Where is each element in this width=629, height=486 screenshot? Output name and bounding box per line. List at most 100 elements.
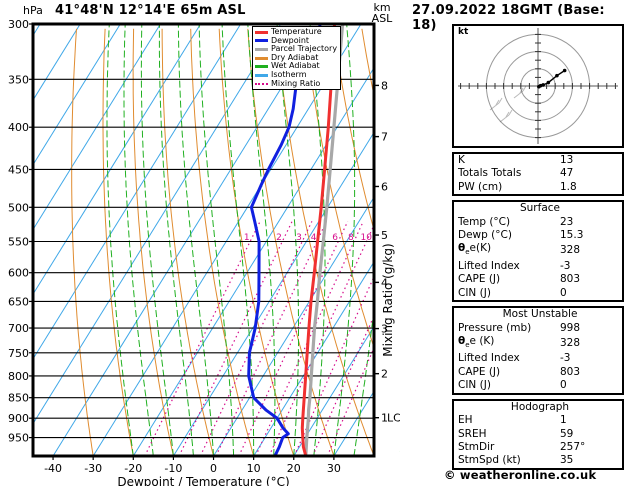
legend-swatch-dry-adiabat-icon <box>255 56 268 60</box>
hodograph-barb-marker <box>489 97 503 111</box>
pressure-tick-label: 700 <box>8 322 29 335</box>
mixing-ratio-label: 6 <box>332 233 338 243</box>
pressure-tick-label: 900 <box>8 412 29 425</box>
row-value: 1.8 <box>560 180 577 193</box>
most-unstable-row: CIN (J) 0 <box>454 379 622 392</box>
row-label: Dewp (°C) <box>458 229 512 242</box>
pressure-tick-label: 950 <box>8 432 29 445</box>
surface-row: Lifted Index -3 <box>454 260 622 273</box>
date-title: 27.09.2022 18GMT (Base: 18) <box>412 3 605 33</box>
hodograph-point <box>541 83 545 87</box>
legend-item: Dewpoint <box>255 36 338 46</box>
surface-row: CIN (J) 0 <box>454 287 622 300</box>
hodograph-panel: kt <box>452 24 624 148</box>
most-unstable-title: Most Unstable <box>502 308 578 321</box>
hodograph-barb-marker <box>513 85 527 99</box>
legend-label: Dry Adiabat <box>271 52 319 62</box>
row-label: Pressure (mb) <box>458 321 532 334</box>
km-label-line2: ASL <box>371 12 393 25</box>
index-row: K 13 <box>454 154 622 167</box>
pressure-tick-label: 650 <box>8 295 29 308</box>
height-tick-label: 4 <box>381 276 388 289</box>
surface-row: θee(K) 328 <box>454 242 622 260</box>
temperature-tick-label: -30 <box>84 462 102 475</box>
pressure-tick-label: 800 <box>8 370 29 383</box>
legend-swatch-parcel-trajectory-icon <box>255 47 268 51</box>
height-tick-label: 2 <box>381 368 388 381</box>
mixing-ratio-label: 8 <box>348 233 354 243</box>
row-label: Temp (°C) <box>458 215 511 228</box>
height-tick-label: 6 <box>381 180 388 193</box>
mixing-ratio-label: 4 <box>311 233 317 243</box>
row-label: EH <box>458 414 473 427</box>
surface-title: Surface <box>519 202 560 215</box>
legend-item: Temperature <box>255 27 338 37</box>
most-unstable-row: CAPE (J) 803 <box>454 366 622 379</box>
height-tick-label: 8 <box>381 79 388 92</box>
row-label: StmDir <box>458 440 495 453</box>
most-unstable-row: Lifted Index -3 <box>454 352 622 365</box>
hodograph-point <box>562 68 567 73</box>
row-label: SREH <box>458 427 487 440</box>
temperature-tick-label: -20 <box>124 462 142 475</box>
most-unstable-title-row: Most Unstable <box>454 308 622 321</box>
row-value: 23 <box>560 215 574 228</box>
pressure-tick-label: 300 <box>8 18 29 31</box>
row-label: CAPE (J) <box>458 365 501 378</box>
hodograph-stat-row: StmDir 257° <box>454 441 622 454</box>
temperature-tick-label: 0 <box>210 462 217 475</box>
copyright-footer: © weatheronline.co.uk <box>444 468 597 482</box>
row-value: 1 <box>560 414 567 427</box>
row-label: θee(K) <box>458 242 492 257</box>
legend-item: Wet Adiabat <box>255 62 338 71</box>
row-value: 257° <box>560 440 586 453</box>
row-value: 328 <box>560 337 581 350</box>
surface-row: CAPE (J) 803 <box>454 273 622 286</box>
temperature-tick-label: 10 <box>247 462 261 475</box>
row-label: StmSpd (kt) <box>458 454 521 467</box>
legend-swatch-dewpoint-icon <box>255 39 268 43</box>
most-unstable-row: Pressure (mb) 998 <box>454 322 622 335</box>
legend-item: Parcel Trajectory <box>255 45 338 54</box>
most-unstable-row: θee (K) 328 <box>454 335 622 353</box>
row-label: CAPE (J) <box>458 273 501 286</box>
pressure-tick-label: 600 <box>8 267 29 280</box>
row-value: 803 <box>560 365 581 378</box>
row-label: Lifted Index <box>458 352 520 365</box>
skewt-diagram: 1 2 3 4 6 8 10 300 350 400 450 500 550 600 650 700 750 80… <box>8 18 400 486</box>
legend-swatch-mixing-ratio-icon <box>255 82 268 85</box>
km-label-line1: km <box>373 1 391 14</box>
legend-swatch-isotherm-icon <box>255 73 268 77</box>
legend-label: Isotherm <box>271 69 307 79</box>
mixing-ratio-label: 1 <box>244 233 250 243</box>
indices-top-panel: K 13 Totals Totals 47 PW (cm) 1.8 <box>452 152 624 197</box>
height-tick-label: 1 <box>381 412 388 425</box>
hodograph-stat-title: Hodograph <box>510 400 570 413</box>
row-label: CIN (J) <box>458 286 491 299</box>
row-value: 35 <box>560 454 574 467</box>
row-label: Totals Totals <box>458 167 522 180</box>
mixing-ratio-label: 10 <box>360 233 372 243</box>
pressure-tick-label: 500 <box>8 201 29 214</box>
x-axis-title: Dewpoint / Temperature (°C) <box>117 475 289 486</box>
temperature-tick-label: -40 <box>44 462 62 475</box>
mixing-ratio-label: 3 <box>296 233 302 243</box>
most-unstable-table: Most Unstable Pressure (mb) 998 θee (K) 328 L… <box>454 308 622 393</box>
hodograph-stat-row: EH 1 <box>454 414 622 427</box>
mixing-ratio-axis-title: Mixing Ratio (g/kg) <box>381 243 395 356</box>
legend-item: Mixing Ratio <box>255 79 338 89</box>
height-axis-unit-label: km ASL <box>368 2 396 24</box>
row-value: 998 <box>560 321 581 334</box>
pressure-tick-label: 400 <box>8 121 29 134</box>
hodograph-stat-row: SREH 59 <box>454 428 622 441</box>
legend-label: Parcel Trajectory <box>271 44 338 54</box>
row-value: 47 <box>560 167 574 180</box>
pressure-tick-label: 450 <box>8 163 29 176</box>
row-value: 15.3 <box>560 229 584 242</box>
surface-panel: Surface Temp (°C) 23 Dewp (°C) 15.3 θee(K) 328… <box>452 200 624 303</box>
station-title: 41°48'N 12°14'E 65m ASL <box>55 3 246 18</box>
temperature-tick-label: 20 <box>287 462 301 475</box>
row-label: θee (K) <box>458 334 495 350</box>
legend-swatch-temperature-icon <box>255 30 268 34</box>
